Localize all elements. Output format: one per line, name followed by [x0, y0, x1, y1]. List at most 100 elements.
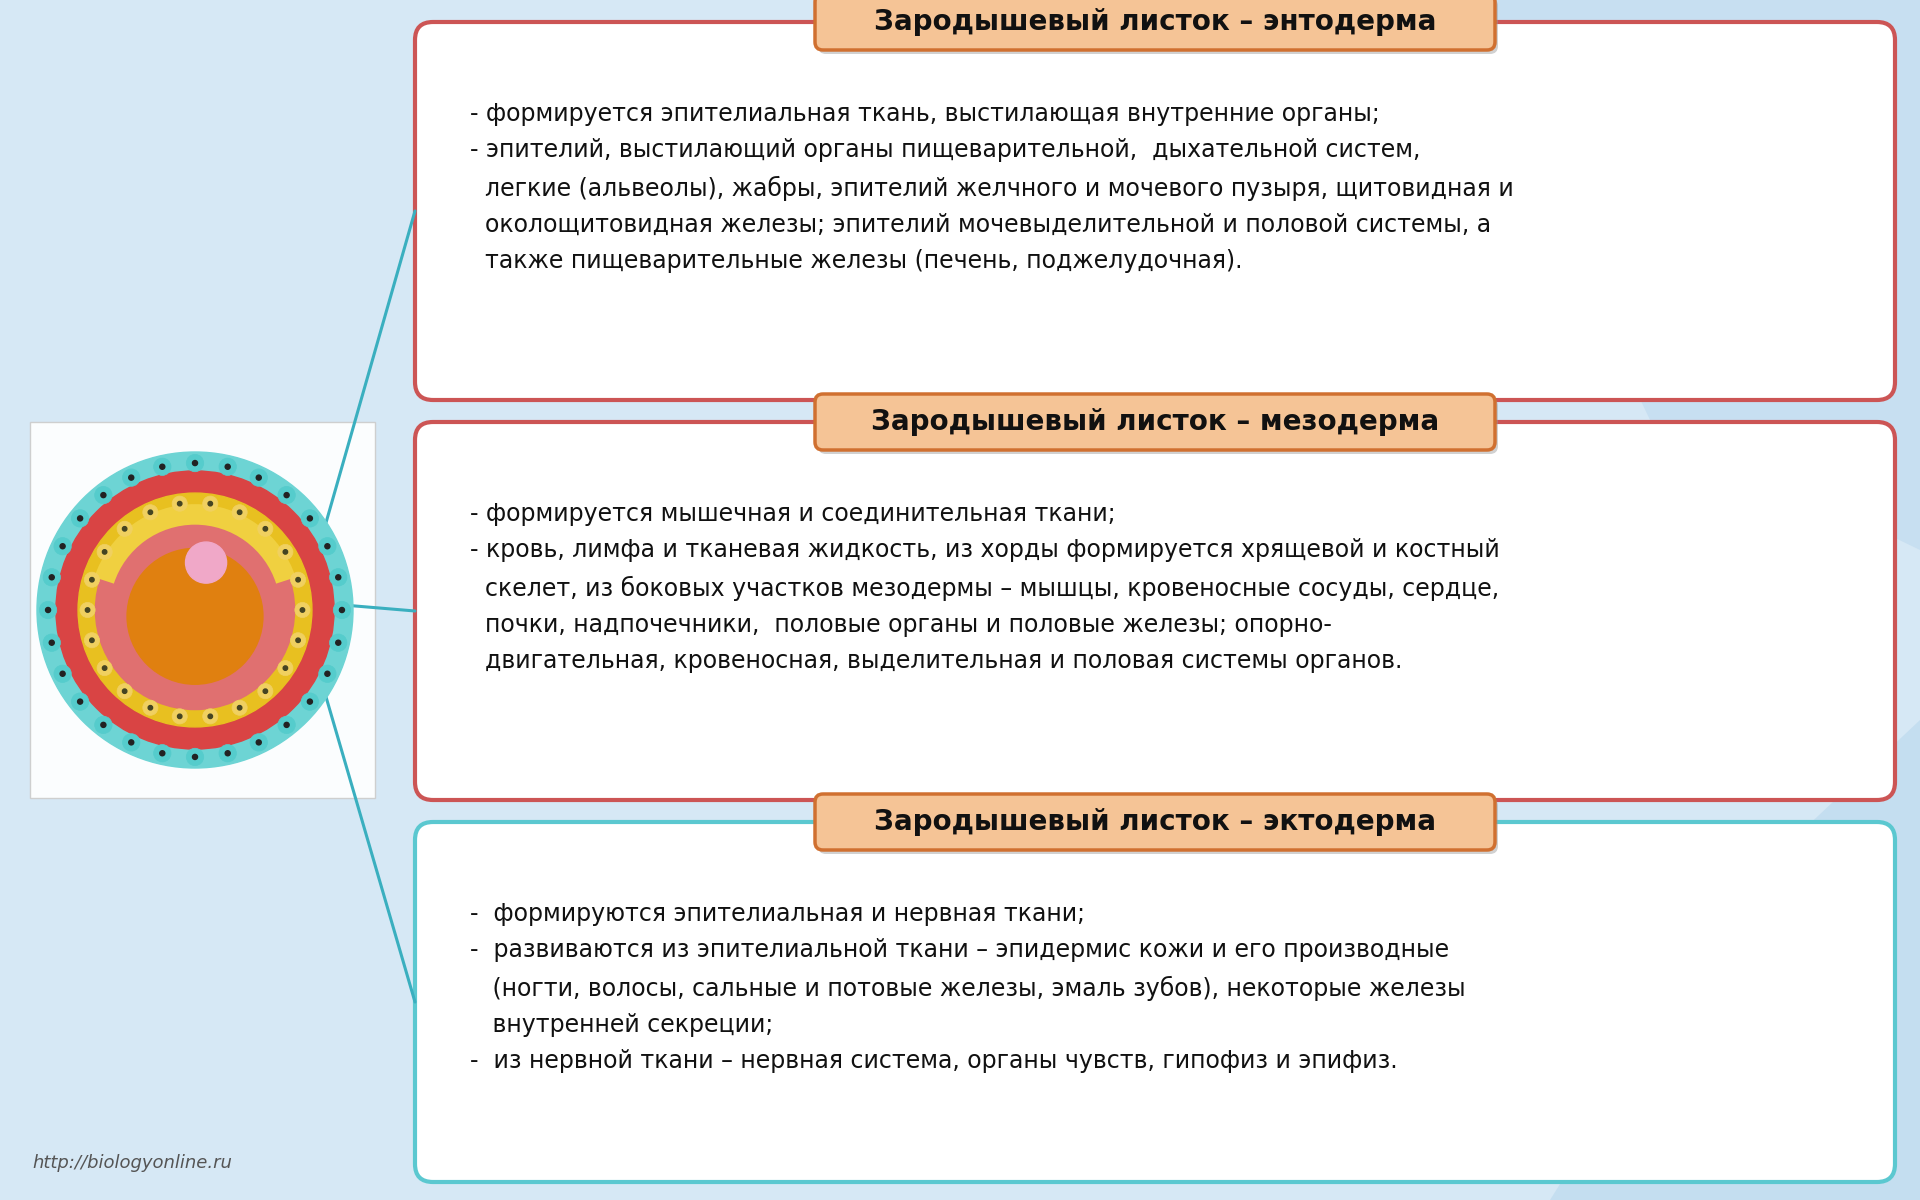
- Circle shape: [186, 749, 204, 766]
- Circle shape: [148, 510, 152, 515]
- Circle shape: [154, 458, 171, 475]
- Circle shape: [117, 684, 132, 698]
- Circle shape: [154, 744, 171, 762]
- Circle shape: [290, 632, 305, 648]
- Circle shape: [330, 569, 348, 586]
- Circle shape: [173, 709, 188, 724]
- Circle shape: [84, 632, 100, 648]
- Circle shape: [50, 640, 54, 646]
- Polygon shape: [1549, 720, 1920, 1200]
- Circle shape: [257, 521, 273, 536]
- Circle shape: [263, 527, 267, 532]
- Circle shape: [102, 492, 106, 498]
- Circle shape: [219, 458, 236, 475]
- Circle shape: [300, 607, 305, 612]
- Circle shape: [250, 733, 267, 751]
- FancyBboxPatch shape: [814, 794, 1496, 850]
- Circle shape: [90, 638, 94, 642]
- Polygon shape: [1450, 0, 1920, 550]
- Circle shape: [54, 665, 71, 683]
- Circle shape: [123, 469, 140, 486]
- Circle shape: [84, 572, 100, 587]
- Circle shape: [192, 755, 198, 760]
- FancyBboxPatch shape: [415, 422, 1895, 800]
- Circle shape: [186, 455, 204, 472]
- Circle shape: [159, 464, 165, 469]
- Circle shape: [142, 505, 157, 520]
- Circle shape: [77, 516, 83, 521]
- Circle shape: [186, 542, 227, 583]
- Circle shape: [177, 714, 182, 719]
- Circle shape: [307, 516, 313, 521]
- Circle shape: [324, 671, 330, 677]
- Circle shape: [284, 492, 290, 498]
- Circle shape: [148, 706, 152, 710]
- Circle shape: [56, 470, 334, 749]
- Circle shape: [98, 545, 111, 559]
- FancyBboxPatch shape: [814, 0, 1496, 50]
- Circle shape: [324, 544, 330, 548]
- Circle shape: [60, 544, 65, 548]
- Circle shape: [90, 577, 94, 582]
- Circle shape: [255, 740, 261, 745]
- Circle shape: [307, 700, 313, 704]
- Circle shape: [219, 744, 236, 762]
- Text: http://biologyonline.ru: http://biologyonline.ru: [33, 1154, 232, 1172]
- Circle shape: [102, 550, 108, 554]
- Circle shape: [123, 733, 140, 751]
- Circle shape: [278, 545, 294, 559]
- Circle shape: [94, 716, 111, 733]
- Circle shape: [263, 689, 267, 694]
- Text: Зародышевый листок – эктодерма: Зародышевый листок – эктодерма: [874, 808, 1436, 836]
- Circle shape: [177, 502, 182, 506]
- FancyBboxPatch shape: [814, 394, 1496, 450]
- Circle shape: [117, 521, 132, 536]
- Circle shape: [60, 671, 65, 677]
- Circle shape: [340, 607, 344, 612]
- Circle shape: [207, 714, 213, 719]
- Circle shape: [301, 692, 319, 710]
- Circle shape: [225, 464, 230, 469]
- Text: - формируется мышечная и соединительная ткани;
- кровь, лимфа и тканевая жидкост: - формируется мышечная и соединительная …: [470, 502, 1500, 673]
- Circle shape: [173, 496, 188, 511]
- Circle shape: [36, 452, 353, 768]
- Text: - формируется эпителиальная ткань, выстилающая внутренние органы;
- эпителий, вы: - формируется эпителиальная ткань, высти…: [470, 102, 1513, 274]
- Circle shape: [81, 602, 96, 618]
- Circle shape: [102, 666, 108, 671]
- Circle shape: [319, 665, 336, 683]
- Text: -  формируются эпителиальная и нервная ткани;
-  развиваются из эпителиальной тк: - формируются эпителиальная и нервная тк…: [470, 902, 1465, 1073]
- Circle shape: [42, 634, 60, 652]
- Circle shape: [204, 709, 217, 724]
- Text: Зародышевый листок – мезодерма: Зародышевый листок – мезодерма: [872, 408, 1440, 436]
- Circle shape: [282, 666, 288, 671]
- Circle shape: [278, 716, 296, 733]
- Circle shape: [129, 475, 134, 480]
- Circle shape: [94, 486, 111, 504]
- Circle shape: [127, 548, 263, 684]
- Circle shape: [46, 607, 50, 612]
- FancyBboxPatch shape: [818, 798, 1498, 854]
- Circle shape: [129, 740, 134, 745]
- Circle shape: [79, 493, 311, 727]
- Text: Зародышевый листок – энтодерма: Зародышевый листок – энтодерма: [874, 8, 1436, 36]
- Circle shape: [96, 510, 294, 709]
- Circle shape: [225, 751, 230, 756]
- Circle shape: [159, 751, 165, 756]
- Circle shape: [284, 722, 290, 727]
- FancyBboxPatch shape: [415, 22, 1895, 400]
- Circle shape: [192, 461, 198, 466]
- Circle shape: [334, 601, 351, 619]
- Circle shape: [301, 510, 319, 527]
- Circle shape: [102, 722, 106, 727]
- Circle shape: [142, 700, 157, 715]
- Circle shape: [238, 510, 242, 515]
- Circle shape: [282, 550, 288, 554]
- Circle shape: [50, 575, 54, 580]
- Circle shape: [296, 602, 309, 618]
- Circle shape: [123, 689, 127, 694]
- Circle shape: [257, 684, 273, 698]
- Circle shape: [330, 634, 348, 652]
- Circle shape: [255, 475, 261, 480]
- Circle shape: [278, 486, 296, 504]
- Circle shape: [98, 660, 111, 676]
